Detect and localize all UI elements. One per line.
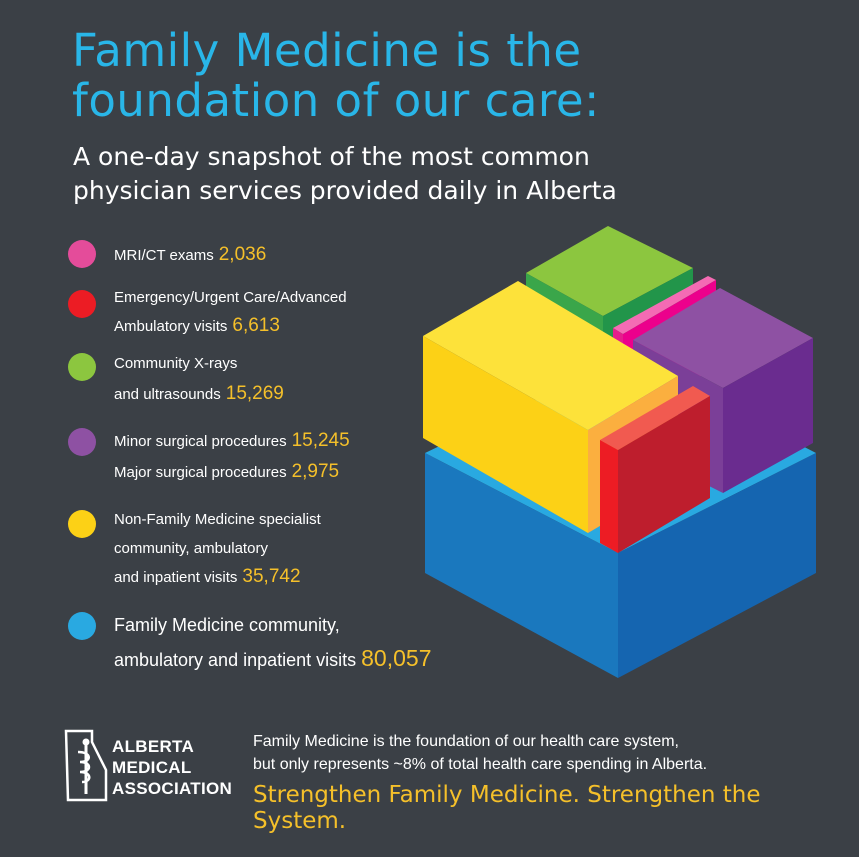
subtitle-line-1: A one-day snapshot of the most common xyxy=(73,142,590,171)
org-line: MEDICAL xyxy=(112,758,192,777)
legend-label: and inpatient visits xyxy=(114,569,238,586)
legend-value: 2,036 xyxy=(218,244,267,265)
title-line-2: foundation of our care: xyxy=(72,74,600,127)
legend-line: and inpatient visits 35,742 xyxy=(114,562,301,592)
legend-value: 6,613 xyxy=(232,315,280,336)
legend-label: MRI/CT exams xyxy=(114,247,214,264)
page-title: Family Medicine is the foundation of our… xyxy=(72,26,792,126)
legend-label: Community X-rays xyxy=(114,355,238,372)
legend-line: Major surgical procedures 2,975 xyxy=(114,457,339,487)
org-line: ASSOCIATION xyxy=(112,779,233,798)
stacked-cube-illustration xyxy=(423,226,816,678)
legend-value: 15,269 xyxy=(225,383,284,404)
legend-label: Family Medicine community, xyxy=(114,615,340,635)
legend-line: MRI/CT exams 2,036 xyxy=(114,240,266,270)
page-subtitle: A one-day snapshot of the most common ph… xyxy=(73,140,713,208)
legend-dot-icon xyxy=(68,428,96,456)
legend-label: and ultrasounds xyxy=(114,386,221,403)
legend-label: community, ambulatory xyxy=(114,540,268,557)
cube-block-emergency xyxy=(600,386,710,553)
legend-value: 35,742 xyxy=(242,566,301,587)
footer-line: Family Medicine is the foundation of our… xyxy=(253,733,679,750)
footer-statement: Family Medicine is the foundation of our… xyxy=(253,730,707,776)
legend-dot-icon xyxy=(68,612,96,640)
legend-label: Ambulatory visits xyxy=(114,318,228,335)
legend-label: Minor surgical procedures xyxy=(114,433,287,450)
footer-line: but only represents ~8% of total health … xyxy=(253,756,708,773)
legend-value: 15,245 xyxy=(291,430,350,451)
legend-value: 80,057 xyxy=(361,645,432,671)
legend-line: Minor surgical procedures 15,245 xyxy=(114,426,350,456)
legend-label: Major surgical procedures xyxy=(114,464,287,481)
legend-line: community, ambulatory xyxy=(114,534,268,563)
legend-line: Emergency/Urgent Care/Advanced xyxy=(114,283,347,312)
legend-dot-icon xyxy=(68,353,96,381)
legend-line: Community X-rays xyxy=(114,349,237,378)
legend-value: 2,975 xyxy=(291,461,340,482)
alberta-map-logo-icon xyxy=(64,729,108,802)
legend-label: Emergency/Urgent Care/Advanced xyxy=(114,289,347,306)
legend-line: and ultrasounds 15,269 xyxy=(114,379,284,409)
legend-dot-icon xyxy=(68,290,96,318)
legend-line: Family Medicine community, xyxy=(114,608,340,642)
legend-dot-icon xyxy=(68,240,96,268)
legend-line: Ambulatory visits 6,613 xyxy=(114,311,280,341)
org-line: ALBERTA xyxy=(112,737,195,756)
legend-label: ambulatory and inpatient visits xyxy=(114,650,357,670)
legend-line: ambulatory and inpatient visits 80,057 xyxy=(114,641,432,677)
legend-line: Non-Family Medicine specialist xyxy=(114,505,321,534)
subtitle-line-2: physician services provided daily in Alb… xyxy=(73,176,617,205)
legend-label: Non-Family Medicine specialist xyxy=(114,511,321,528)
legend-dot-icon xyxy=(68,510,96,538)
title-line-1: Family Medicine is the xyxy=(72,24,582,77)
organization-name: ALBERTA MEDICAL ASSOCIATION xyxy=(112,736,232,799)
footer-tagline: Strengthen Family Medicine. Strengthen t… xyxy=(253,782,761,834)
